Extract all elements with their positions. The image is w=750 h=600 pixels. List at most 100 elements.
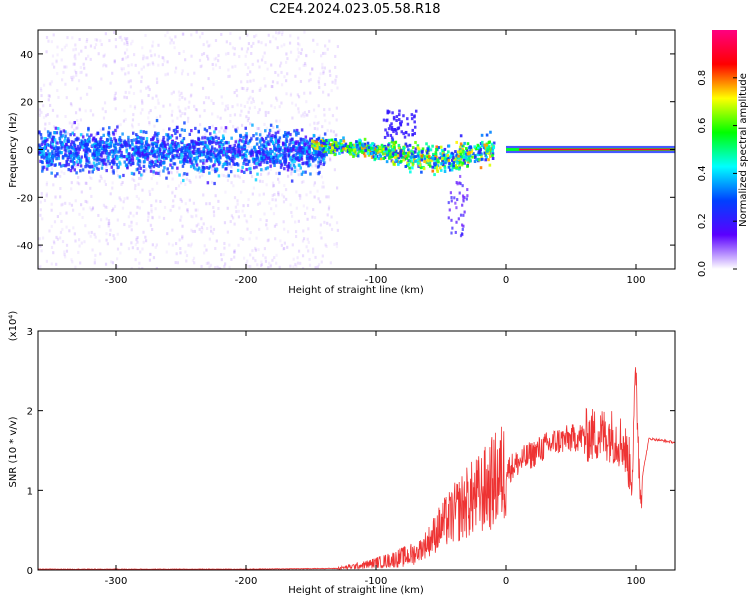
band-cell <box>296 151 299 155</box>
band-cell <box>190 129 193 133</box>
band-cell <box>79 164 83 168</box>
band-cell <box>178 133 182 137</box>
band-cell <box>64 149 68 153</box>
band-cell <box>241 165 244 169</box>
band-cell <box>167 136 171 140</box>
band-cell <box>45 156 49 160</box>
noise-cell <box>253 35 256 39</box>
noise-cell <box>334 78 337 82</box>
noise-cell <box>166 30 169 34</box>
band-cell <box>88 140 91 144</box>
noise-cell <box>212 101 215 105</box>
ridge-cell <box>447 159 451 163</box>
ridge-cell <box>347 145 351 149</box>
noise-cell <box>245 50 249 54</box>
noise-cell <box>180 215 183 219</box>
ridge-cell <box>448 168 452 172</box>
noise-cell <box>64 82 67 86</box>
band-cell <box>191 141 194 145</box>
band-cell <box>183 128 186 132</box>
noise-cell <box>69 102 73 106</box>
noise-cell <box>113 237 116 241</box>
noise-cell <box>307 110 311 114</box>
band-cell <box>229 170 233 174</box>
noise-cell <box>319 223 322 227</box>
spike-cell <box>395 132 398 136</box>
ridge-cell <box>372 155 376 159</box>
band-cell <box>230 136 233 140</box>
noise-cell <box>272 183 276 187</box>
noise-cell <box>209 225 213 229</box>
band-cell <box>109 149 112 154</box>
noise-cell <box>320 236 323 240</box>
band-cell <box>166 167 169 171</box>
noise-cell <box>221 101 224 105</box>
band-cell <box>264 146 268 150</box>
band-cell <box>142 154 145 158</box>
noise-cell <box>78 108 82 112</box>
band-cell <box>287 153 291 158</box>
band-cell <box>245 149 249 153</box>
band-cell <box>65 159 68 164</box>
noise-cell <box>232 124 235 128</box>
band-cell <box>38 152 41 156</box>
band-cell <box>262 143 265 147</box>
ridge-cell <box>407 162 411 166</box>
noise-cell <box>284 188 288 192</box>
ridge-cell <box>450 168 454 172</box>
noise-cell <box>126 43 129 47</box>
noise-cell <box>181 236 184 240</box>
band-cell <box>273 152 277 156</box>
ridge-cell <box>388 149 391 153</box>
ridge-cell <box>488 154 492 158</box>
ridge-cell <box>463 150 467 154</box>
ridge-cell <box>330 146 334 150</box>
band-cell <box>275 153 278 157</box>
noise-cell <box>127 215 130 219</box>
noise-cell <box>224 104 228 108</box>
noise-cell <box>261 55 265 59</box>
noise-cell <box>184 250 187 254</box>
band-cell <box>138 170 141 175</box>
band-cell <box>266 155 270 159</box>
noise-cell <box>43 127 47 131</box>
noise-cell <box>190 93 193 97</box>
noise-cell <box>148 189 151 193</box>
band-cell <box>303 143 307 147</box>
band-cell <box>245 154 248 158</box>
band-cell <box>123 160 126 164</box>
ridge-cell <box>477 157 480 161</box>
spike-cell <box>390 125 394 129</box>
band-cell <box>45 167 49 171</box>
band-cell <box>119 139 123 143</box>
band-cell <box>92 161 96 165</box>
noise-cell <box>185 177 189 181</box>
band-cell <box>289 138 292 142</box>
noise-cell <box>212 205 215 209</box>
noise-cell <box>317 80 320 84</box>
ridge-cell <box>388 156 391 160</box>
band-cell <box>131 147 135 151</box>
spike-cell <box>462 213 465 217</box>
ridge-cell <box>334 146 337 150</box>
band-cell <box>321 137 325 141</box>
noise-cell <box>105 64 108 68</box>
noise-cell <box>162 104 165 108</box>
noise-cell <box>74 199 77 203</box>
noise-cell <box>151 61 154 65</box>
band-cell <box>242 161 245 166</box>
band-cell <box>112 171 115 175</box>
band-cell <box>319 153 323 157</box>
ridge-cell <box>408 159 412 163</box>
band-cell <box>117 150 121 154</box>
noise-cell <box>251 62 254 66</box>
noise-cell <box>79 65 82 69</box>
noise-cell <box>318 200 322 204</box>
noise-cell <box>229 32 232 36</box>
noise-cell <box>282 200 286 204</box>
noise-cell <box>283 43 286 47</box>
noise-cell <box>249 122 252 126</box>
ridge-cell <box>483 143 486 147</box>
band-cell <box>194 167 197 171</box>
noise-cell <box>259 130 262 134</box>
